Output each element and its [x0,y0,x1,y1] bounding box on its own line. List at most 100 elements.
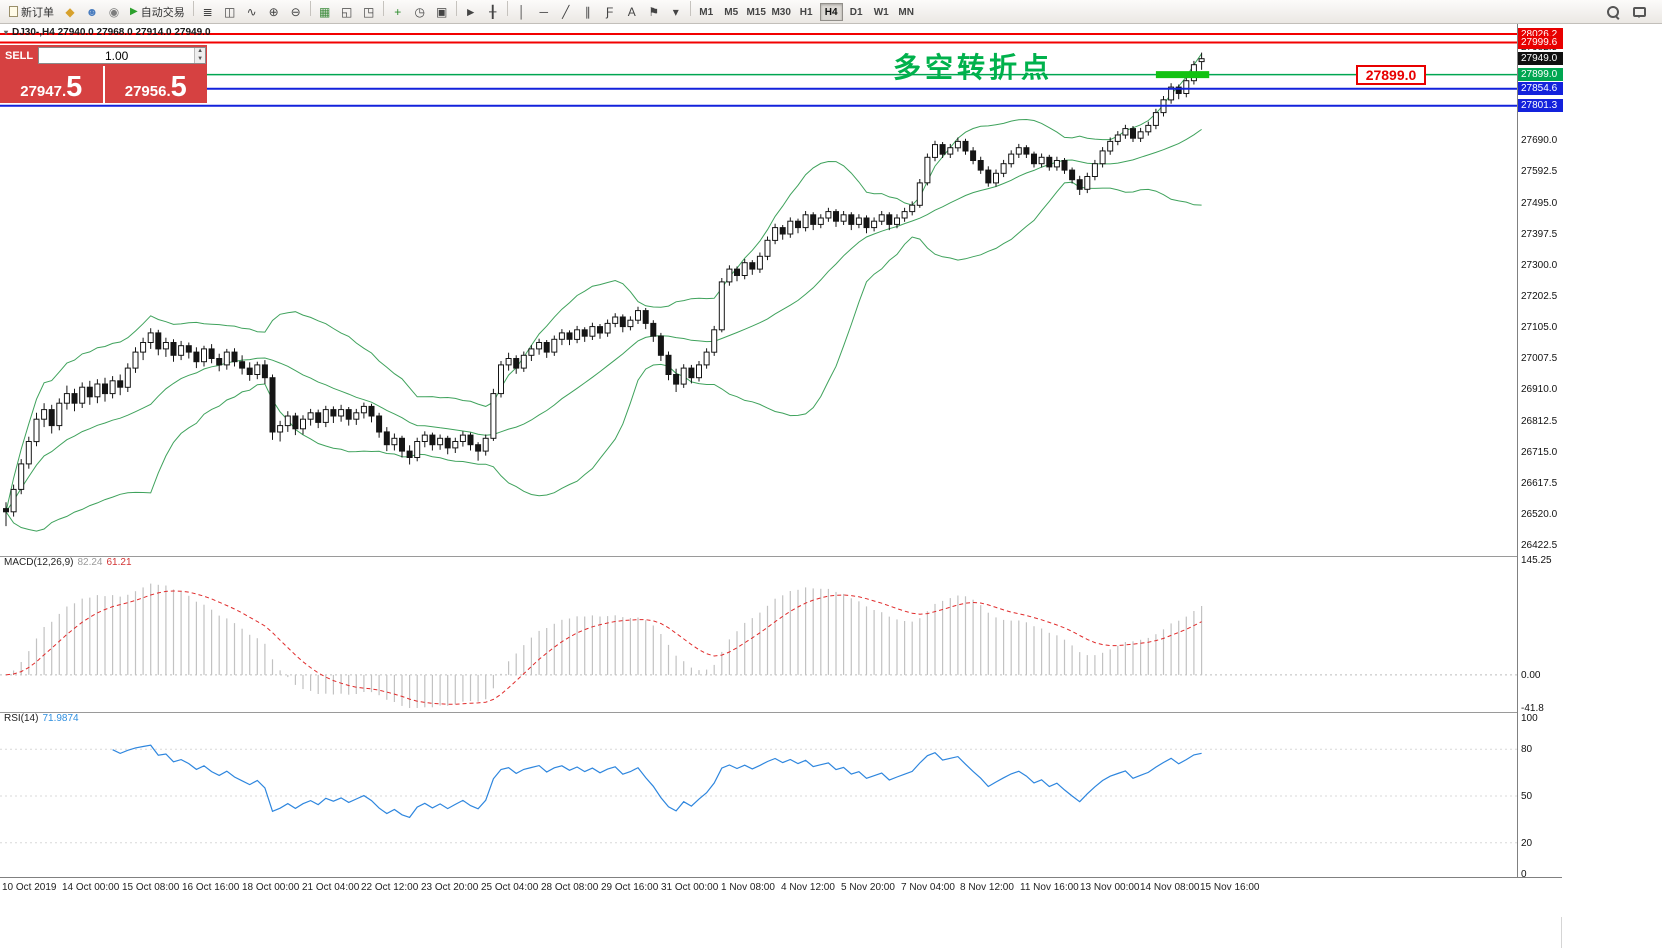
vertical-line-icon[interactable]: │ [511,2,533,22]
price-tick-label: 27202.5 [1521,291,1558,302]
time-axis-label: 13 Nov 00:00 [1080,882,1140,893]
fibonacci-icon[interactable]: Ƒ [599,2,621,22]
auto-trading-label: 自动交易 [140,6,185,19]
timeframe-toolbar: M1 M5 M15 M30 H1 H4 D1 W1 MN [694,2,919,22]
channel-icon[interactable]: ∥ [577,2,599,22]
toolbar-separator [689,1,691,16]
templates-icon[interactable]: ▣ [431,2,453,22]
new-chart-icon[interactable]: + [387,2,409,22]
crosshair-icon[interactable]: ╂ [482,2,504,22]
time-axis-label: 8 Nov 12:00 [960,882,1014,893]
rsi-value: 71.9874 [42,713,79,724]
tile-windows-icon[interactable]: ▦ [314,2,336,22]
buy-price-button[interactable]: 27956. 5 [104,66,207,103]
timeframe-w1-button[interactable]: W1 [870,3,893,21]
new-order-button[interactable]: 新订单 [4,2,59,22]
buy-price-main: 27956. [124,83,171,100]
timeframe-m30-button[interactable]: M30 [770,3,793,21]
line-chart-icon[interactable]: ∿ [241,2,263,22]
sell-price-button[interactable]: 27947. 5 [0,66,105,103]
price-tick-label: 27397.5 [1521,229,1558,240]
macd-axis-label: 0.00 [1521,670,1541,681]
timeframe-m1-button[interactable]: M1 [695,3,718,21]
volume-decrease-button[interactable]: ▼ [195,55,206,63]
trade-panel-prices: 27947. 5 27956. 5 [0,66,207,103]
price-tick-label: 27007.5 [1521,353,1558,364]
zoom-out-icon[interactable]: ⊖ [285,2,307,22]
panel-separator[interactable] [0,712,1562,713]
volume-field: ▲ ▼ [38,47,207,64]
strategy-tester-icon[interactable]: ◆ [59,2,81,22]
chart-title: ▾ DJ30-,H4 27940.0 27968.0 27914.0 27949… [4,27,211,38]
trendline-icon[interactable]: ╱ [555,2,577,22]
auto-trading-button[interactable]: ▶ 自动交易 [125,2,190,22]
price-tick-label: 27105.0 [1521,322,1558,333]
time-axis-label: 10 Oct 2019 [2,882,57,893]
timeframe-h4-button[interactable]: H4 [819,3,843,22]
chart-window: ▾ DJ30-,H4 27940.0 27968.0 27914.0 27949… [0,24,1563,948]
time-axis[interactable]: 10 Oct 2019 14 Oct 00:00 15 Oct 08:00 16 Oc… [0,877,1562,917]
price-tick-label: 26812.5 [1521,416,1558,427]
bar-chart-icon[interactable]: ≣ [197,2,219,22]
chart-canvas[interactable] [0,24,1562,948]
toolbar-right-icons [1602,2,1658,22]
timeframe-m15-button[interactable]: M15 [745,3,768,21]
shapes-dropdown-icon[interactable]: ▾ [665,2,687,22]
price-tick-label: 26715.0 [1521,447,1558,458]
arrange-windows-icon[interactable]: ◳ [358,2,380,22]
time-axis-label: 15 Oct 08:00 [122,882,180,893]
search-button[interactable] [1602,2,1624,22]
cursor-icon[interactable]: ► [460,2,482,22]
time-axis-label: 14 Nov 08:00 [1140,882,1200,893]
timeframe-d1-button[interactable]: D1 [845,3,868,21]
one-click-collapse-icon[interactable]: ▾ [4,28,9,37]
time-axis-label: 29 Oct 16:00 [601,882,659,893]
time-axis-label: 4 Nov 12:00 [781,882,835,893]
one-click-trading-panel: SELL ▲ ▼ BUY 27947.5 27956.5 [0,45,234,103]
candlestick-series [3,52,1205,527]
rsi-indicator [0,744,1517,844]
cascade-windows-icon[interactable]: ◱ [336,2,358,22]
rsi-axis-label: 100 [1521,713,1538,724]
macd-name: MACD(12,26,9) [4,557,74,568]
time-axis-label: 22 Oct 12:00 [361,882,419,893]
time-axis-label: 28 Oct 08:00 [541,882,599,893]
buy-button[interactable]: BUY [211,49,235,62]
timeframe-m5-button[interactable]: M5 [720,3,743,21]
text-label-icon[interactable]: ⚑ [643,2,665,22]
toolbar-separator [382,1,384,16]
panel-separator[interactable] [0,556,1562,557]
price-tick-label: 26520.0 [1521,509,1558,520]
period-icon[interactable]: ◷ [409,2,431,22]
timeframe-h1-button[interactable]: H1 [795,3,818,21]
time-axis-label: 1 Nov 08:00 [721,882,775,893]
candlestick-chart-icon[interactable]: ◫ [219,2,241,22]
time-axis-label: 5 Nov 20:00 [841,882,895,893]
time-axis-label: 7 Nov 04:00 [901,882,955,893]
text-icon[interactable]: A [621,2,643,22]
price-axis-badge: 27899.0 [1518,68,1563,81]
price-tick-label: 27300.0 [1521,260,1558,271]
time-axis-label: 18 Oct 00:00 [242,882,300,893]
community-icon[interactable]: ☻ [81,2,103,22]
volume-input[interactable] [39,48,195,63]
alerts-icon[interactable]: ◉ [103,2,125,22]
volume-increase-button[interactable]: ▲ [195,48,206,56]
macd-label: MACD(12,26,9) 82.24 61.21 [4,557,132,568]
price-tick-label: 26910.0 [1521,384,1558,395]
price-tick-label: 26617.5 [1521,478,1558,489]
price-tick-label: 27592.5 [1521,166,1558,177]
toolbar-separator [455,1,457,16]
price-level-label[interactable]: 27899.0 [1356,65,1426,85]
sell-button[interactable]: SELL [5,49,34,62]
price-axis[interactable]: 27982.527885.027787.527690.027592.527495… [1517,24,1563,880]
price-axis-badge: 27854.6 [1518,82,1563,95]
time-axis-label: 15 Nov 16:00 [1200,882,1260,893]
timeframe-mn-button[interactable]: MN [895,3,918,21]
time-axis-label: 16 Oct 16:00 [182,882,240,893]
rsi-label: RSI(14) 71.9874 [4,713,79,724]
chat-button[interactable] [1628,2,1650,22]
zoom-in-icon[interactable]: ⊕ [263,2,285,22]
horizontal-line-icon[interactable]: ─ [533,2,555,22]
chat-icon [1632,6,1646,18]
